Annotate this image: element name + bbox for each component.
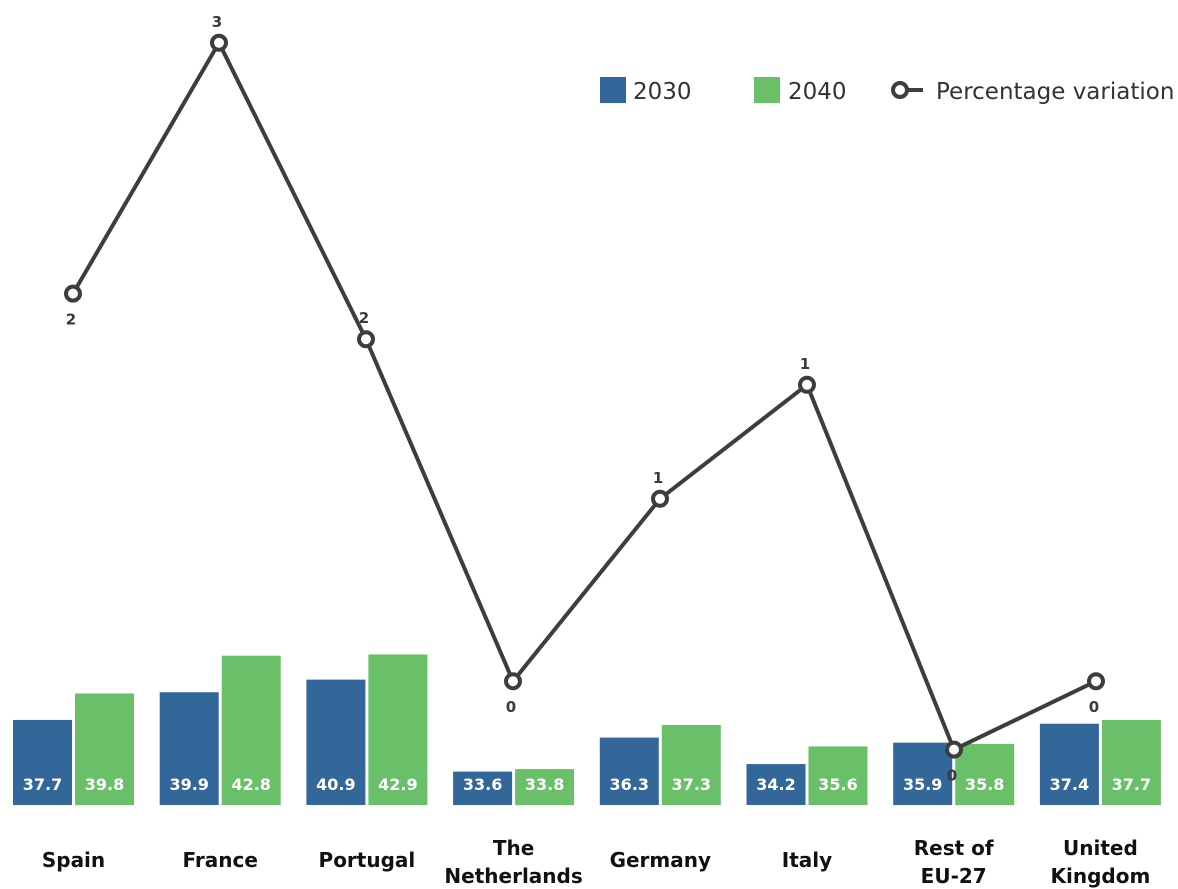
variation-point-label-1: 3 xyxy=(212,13,222,31)
bar-value-label-2040-0: 39.8 xyxy=(85,775,124,794)
variation-point-label-5: 1 xyxy=(800,355,810,373)
variation-point-label-0: 2 xyxy=(66,311,76,329)
variation-point-1 xyxy=(210,33,228,52)
bar-2030-0 xyxy=(13,719,72,805)
category-labels-group: Spain France Portugal The Netherlands Germany… xyxy=(42,836,1150,888)
variation-point-4 xyxy=(651,489,669,508)
bar-2030-5 xyxy=(746,764,806,805)
bar-value-label-2030-3: 33.6 xyxy=(463,775,502,794)
variation-point-label-6: 0 xyxy=(947,767,957,785)
variation-point-5 xyxy=(798,375,816,394)
category-label-5: Italy xyxy=(782,848,832,872)
bar-2030-2 xyxy=(306,679,366,805)
category-label-line: United xyxy=(1063,836,1138,860)
bar-value-label-2040-6: 35.8 xyxy=(965,775,1004,794)
bar-labels-group: 37.7 39.8 39.9 42.8 40.9 42.9 33.6 33.8 36.3 37.3… xyxy=(23,775,1151,794)
bar-2040-6 xyxy=(955,743,1015,805)
bar-2030-6 xyxy=(893,742,953,805)
category-label-6: Rest of EU-27 xyxy=(914,836,994,888)
category-label-7: United Kingdom xyxy=(1050,836,1150,888)
bar-2040-7 xyxy=(1101,719,1161,805)
legend-label-2030: 2030 xyxy=(633,79,692,105)
bar-value-label-2030-1: 39.9 xyxy=(169,775,208,794)
bar-value-label-2030-2: 40.9 xyxy=(316,775,355,794)
bar-2040-0 xyxy=(75,693,134,805)
bar-2030-7 xyxy=(1039,723,1099,805)
bar-2040-2 xyxy=(368,654,428,805)
category-label-2: Portugal xyxy=(319,848,416,872)
bar-2030-1 xyxy=(159,692,219,805)
category-label-line: The xyxy=(493,836,534,860)
bar-value-label-2040-5: 35.6 xyxy=(818,775,857,794)
variation-point-label-7: 0 xyxy=(1089,698,1099,716)
bar-value-label-2030-5: 34.2 xyxy=(756,775,795,794)
category-label-line: Netherlands xyxy=(444,864,582,888)
bar-value-label-2040-2: 42.9 xyxy=(378,775,417,794)
category-label-4: Germany xyxy=(610,848,711,872)
bar-2030-3 xyxy=(453,771,513,805)
variation-line-group: 2 3 2 0 1 1 0 0 xyxy=(64,13,1105,785)
variation-point-label-3: 0 xyxy=(506,698,516,716)
legend-swatch-2040 xyxy=(754,77,780,103)
legend-swatch-2030 xyxy=(600,77,626,103)
bar-2040-5 xyxy=(808,746,868,805)
bar-2040-4 xyxy=(661,724,721,805)
bar-2040-3 xyxy=(515,769,575,805)
bar-value-label-2040-4: 37.3 xyxy=(672,775,711,794)
variation-point-2 xyxy=(357,330,375,349)
legend-label-percentage-variation: Percentage variation xyxy=(936,79,1174,105)
bar-value-label-2040-3: 33.8 xyxy=(525,775,564,794)
legend-label-2040: 2040 xyxy=(788,79,847,105)
variation-line xyxy=(71,40,1097,752)
variation-point-label-2: 2 xyxy=(359,309,369,327)
category-label-line: EU-27 xyxy=(921,864,987,888)
bar-value-label-2040-1: 42.8 xyxy=(231,775,270,794)
category-label-line: Rest of xyxy=(914,836,994,860)
variation-point-7 xyxy=(1087,672,1105,691)
bar-value-label-2030-6: 35.9 xyxy=(903,775,942,794)
bar-value-label-2030-7: 37.4 xyxy=(1050,775,1089,794)
category-label-1: France xyxy=(182,848,257,872)
category-label-3: The Netherlands xyxy=(444,836,582,888)
legend-point-marker xyxy=(891,81,909,99)
bars-group xyxy=(13,654,1161,805)
bar-value-label-2030-4: 36.3 xyxy=(610,775,649,794)
bar-2030-4 xyxy=(599,737,659,805)
variation-point-6 xyxy=(945,740,963,759)
bar-value-label-2040-7: 37.7 xyxy=(1112,775,1151,794)
category-label-0: Spain xyxy=(42,848,105,872)
variation-point-0 xyxy=(64,284,82,303)
category-label-line: Kingdom xyxy=(1050,864,1150,888)
bar-value-label-2030-0: 37.7 xyxy=(23,775,62,794)
variation-point-label-4: 1 xyxy=(653,469,663,487)
legend: 2030 2040 Percentage variation xyxy=(600,77,1174,105)
bar-2040-1 xyxy=(221,655,281,805)
variation-point-3 xyxy=(504,672,522,691)
